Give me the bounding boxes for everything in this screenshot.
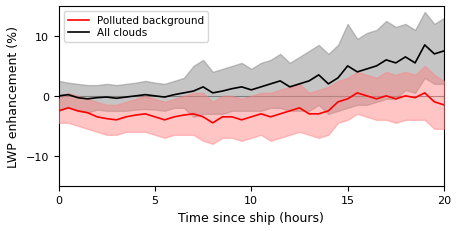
Polluted background bbox=[335, 101, 341, 104]
All clouds bbox=[326, 83, 331, 86]
All clouds bbox=[210, 92, 216, 95]
Polluted background bbox=[268, 116, 273, 119]
All clouds bbox=[393, 62, 398, 65]
All clouds bbox=[316, 74, 322, 77]
Polluted background bbox=[133, 114, 138, 117]
Polluted background bbox=[393, 98, 398, 101]
All clouds bbox=[345, 65, 350, 68]
Polluted background bbox=[306, 113, 312, 116]
Polluted background bbox=[287, 110, 293, 113]
Polluted background bbox=[278, 113, 283, 116]
Polluted background bbox=[191, 113, 196, 116]
Polluted background bbox=[374, 98, 379, 101]
All clouds bbox=[220, 90, 225, 93]
All clouds bbox=[152, 95, 158, 98]
All clouds bbox=[85, 98, 90, 101]
Polluted background bbox=[181, 114, 186, 117]
Polluted background bbox=[316, 113, 322, 116]
Polluted background bbox=[229, 116, 235, 119]
Polluted background bbox=[220, 116, 225, 119]
Polluted background bbox=[403, 95, 408, 98]
All clouds bbox=[383, 59, 389, 62]
All clouds bbox=[403, 56, 408, 59]
Polluted background bbox=[75, 110, 81, 113]
All clouds bbox=[306, 80, 312, 83]
Polluted background bbox=[200, 116, 206, 119]
All clouds bbox=[374, 65, 379, 68]
Polluted background bbox=[114, 119, 119, 122]
All clouds bbox=[200, 86, 206, 89]
Polluted background bbox=[364, 95, 370, 98]
All clouds bbox=[104, 96, 109, 99]
All clouds bbox=[114, 97, 119, 100]
Polluted background bbox=[85, 112, 90, 115]
All clouds bbox=[123, 96, 129, 99]
All clouds bbox=[171, 94, 177, 97]
All clouds bbox=[412, 62, 418, 65]
All clouds bbox=[229, 88, 235, 91]
All clouds bbox=[239, 86, 245, 89]
Polluted background bbox=[441, 104, 447, 107]
Legend: Polluted background, All clouds: Polluted background, All clouds bbox=[64, 12, 208, 42]
All clouds bbox=[94, 97, 100, 100]
Polluted background bbox=[326, 110, 331, 113]
Polluted background bbox=[258, 113, 264, 116]
Y-axis label: LWP enhancement (%): LWP enhancement (%) bbox=[7, 26, 20, 167]
All clouds bbox=[422, 44, 427, 47]
All clouds bbox=[181, 92, 186, 95]
Polluted background bbox=[431, 101, 437, 104]
Polluted background bbox=[210, 122, 216, 125]
Polluted background bbox=[297, 107, 302, 110]
Polluted background bbox=[171, 116, 177, 119]
All clouds bbox=[268, 83, 273, 86]
Polluted background bbox=[94, 116, 100, 119]
Polluted background bbox=[412, 97, 418, 100]
Polluted background bbox=[104, 118, 109, 121]
Polluted background bbox=[422, 92, 427, 95]
Polluted background bbox=[354, 92, 360, 95]
Polluted background bbox=[345, 98, 350, 101]
X-axis label: Time since ship (hours): Time since ship (hours) bbox=[178, 211, 324, 224]
Polluted background bbox=[239, 119, 245, 122]
All clouds bbox=[65, 94, 71, 97]
Polluted background bbox=[152, 116, 158, 119]
All clouds bbox=[278, 80, 283, 83]
Line: Polluted background: Polluted background bbox=[59, 94, 444, 123]
All clouds bbox=[297, 83, 302, 86]
Polluted background bbox=[383, 95, 389, 98]
All clouds bbox=[258, 86, 264, 89]
All clouds bbox=[75, 97, 81, 100]
Polluted background bbox=[162, 119, 167, 122]
Line: All clouds: All clouds bbox=[59, 46, 444, 99]
All clouds bbox=[441, 50, 447, 53]
Polluted background bbox=[249, 116, 254, 119]
All clouds bbox=[249, 89, 254, 92]
All clouds bbox=[364, 68, 370, 71]
Polluted background bbox=[123, 116, 129, 119]
All clouds bbox=[56, 95, 61, 98]
All clouds bbox=[133, 95, 138, 98]
Polluted background bbox=[142, 113, 148, 116]
All clouds bbox=[335, 77, 341, 80]
Polluted background bbox=[56, 110, 61, 113]
Polluted background bbox=[65, 107, 71, 110]
All clouds bbox=[142, 94, 148, 97]
All clouds bbox=[287, 86, 293, 89]
All clouds bbox=[431, 53, 437, 56]
All clouds bbox=[354, 71, 360, 74]
All clouds bbox=[191, 90, 196, 93]
All clouds bbox=[162, 96, 167, 99]
